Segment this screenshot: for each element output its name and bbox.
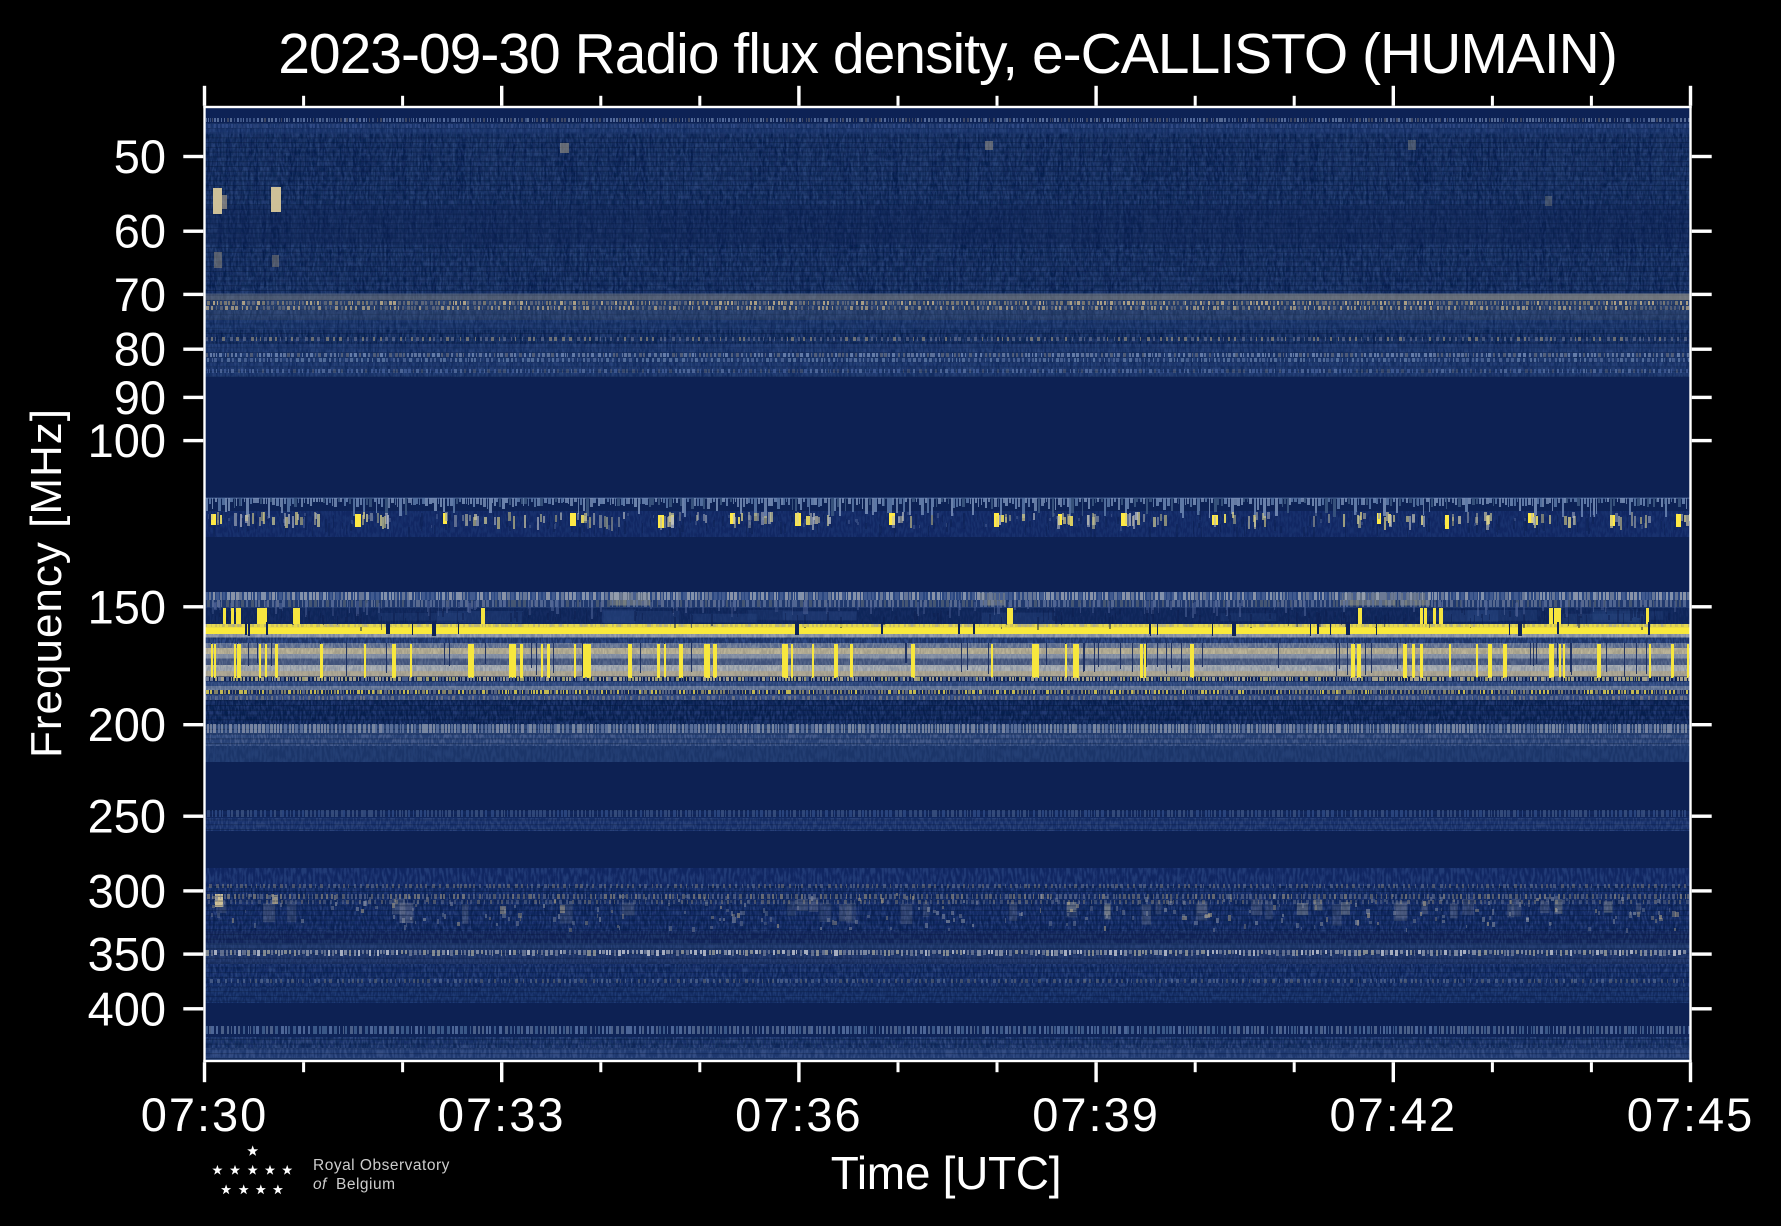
svg-text:2023-09-30 Radio flux density,: 2023-09-30 Radio flux density, e-CALLIST… xyxy=(278,22,1617,86)
svg-text:07:36: 07:36 xyxy=(735,1088,863,1141)
svg-text:07:33: 07:33 xyxy=(438,1088,566,1141)
svg-text:50: 50 xyxy=(114,130,166,183)
svg-text:250: 250 xyxy=(88,790,166,843)
svg-text:Frequency [MHz]: Frequency [MHz] xyxy=(22,408,71,758)
svg-text:400: 400 xyxy=(88,982,166,1035)
svg-text:07:45: 07:45 xyxy=(1627,1088,1755,1141)
svg-text:100: 100 xyxy=(88,414,166,467)
svg-text:Royal Observatory: Royal Observatory xyxy=(313,1157,450,1174)
svg-text:of: of xyxy=(313,1176,328,1193)
svg-text:Belgium: Belgium xyxy=(336,1176,396,1193)
svg-text:200: 200 xyxy=(88,698,166,751)
svg-text:300: 300 xyxy=(88,864,166,917)
svg-text:Time [UTC]: Time [UTC] xyxy=(831,1147,1061,1199)
svg-text:350: 350 xyxy=(88,928,166,981)
svg-text:07:42: 07:42 xyxy=(1329,1088,1457,1141)
svg-text:07:30: 07:30 xyxy=(141,1088,269,1141)
svg-text:90: 90 xyxy=(114,371,166,424)
svg-text:70: 70 xyxy=(114,268,166,321)
svg-text:60: 60 xyxy=(114,205,166,258)
svg-text:80: 80 xyxy=(114,323,166,376)
svg-text:07:39: 07:39 xyxy=(1032,1088,1160,1141)
svg-text:150: 150 xyxy=(88,580,166,633)
